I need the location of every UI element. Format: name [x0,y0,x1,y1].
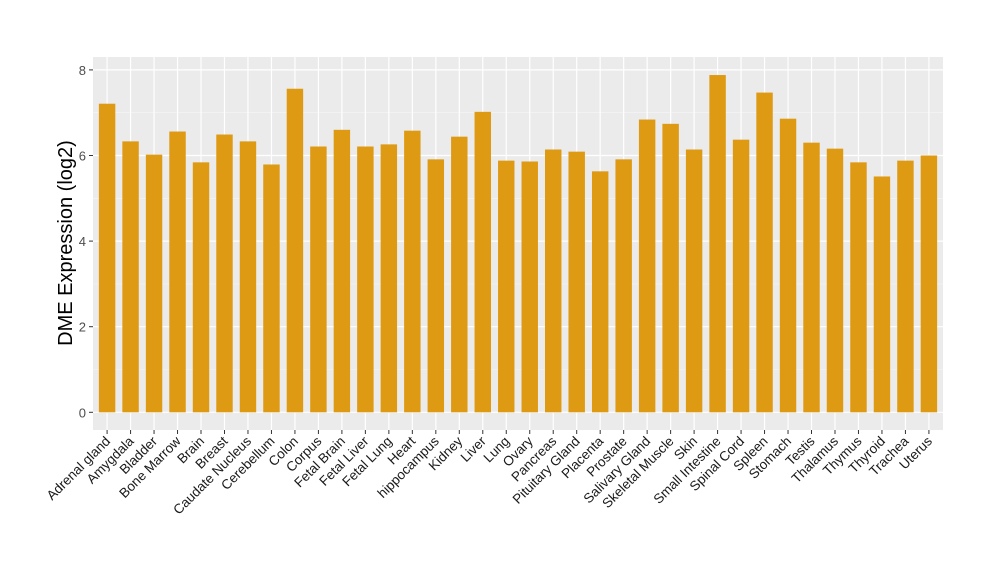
bar [263,164,280,413]
bar [803,142,820,413]
bar [192,162,210,413]
bar [685,149,703,413]
y-axis: 0 2 4 6 8 [79,63,93,420]
bar [357,146,374,413]
bar [98,103,116,413]
bar [897,160,914,413]
bar [756,92,773,413]
bar [779,118,797,413]
bar [239,141,257,413]
bar [122,141,139,413]
bar [850,162,867,413]
bar [310,146,327,413]
bar [498,160,515,413]
y-tick-label: 2 [79,320,86,335]
bar [826,148,844,413]
bar [216,134,233,413]
bars [98,75,938,413]
y-tick-label: 0 [79,405,86,420]
plot-panel [93,57,943,430]
bar [451,136,468,413]
bar [873,176,891,413]
bar [568,151,585,413]
bar [404,130,421,413]
bar [662,123,679,413]
bar [474,111,491,413]
bar [615,159,632,413]
y-tick-label: 4 [79,234,86,249]
bar [333,129,351,413]
bar [591,171,609,413]
bar [521,161,538,413]
bar [638,119,656,413]
bar [286,88,304,413]
bar [709,75,726,413]
bar [145,154,163,413]
bar [380,144,398,413]
bar [169,131,186,413]
y-tick-label: 6 [79,149,86,164]
y-axis-label: DME Expression (log2) [55,140,77,346]
y-tick-label: 8 [79,63,86,78]
bar [427,159,445,413]
bar [732,139,750,413]
bar [545,149,562,413]
bar [920,155,938,413]
